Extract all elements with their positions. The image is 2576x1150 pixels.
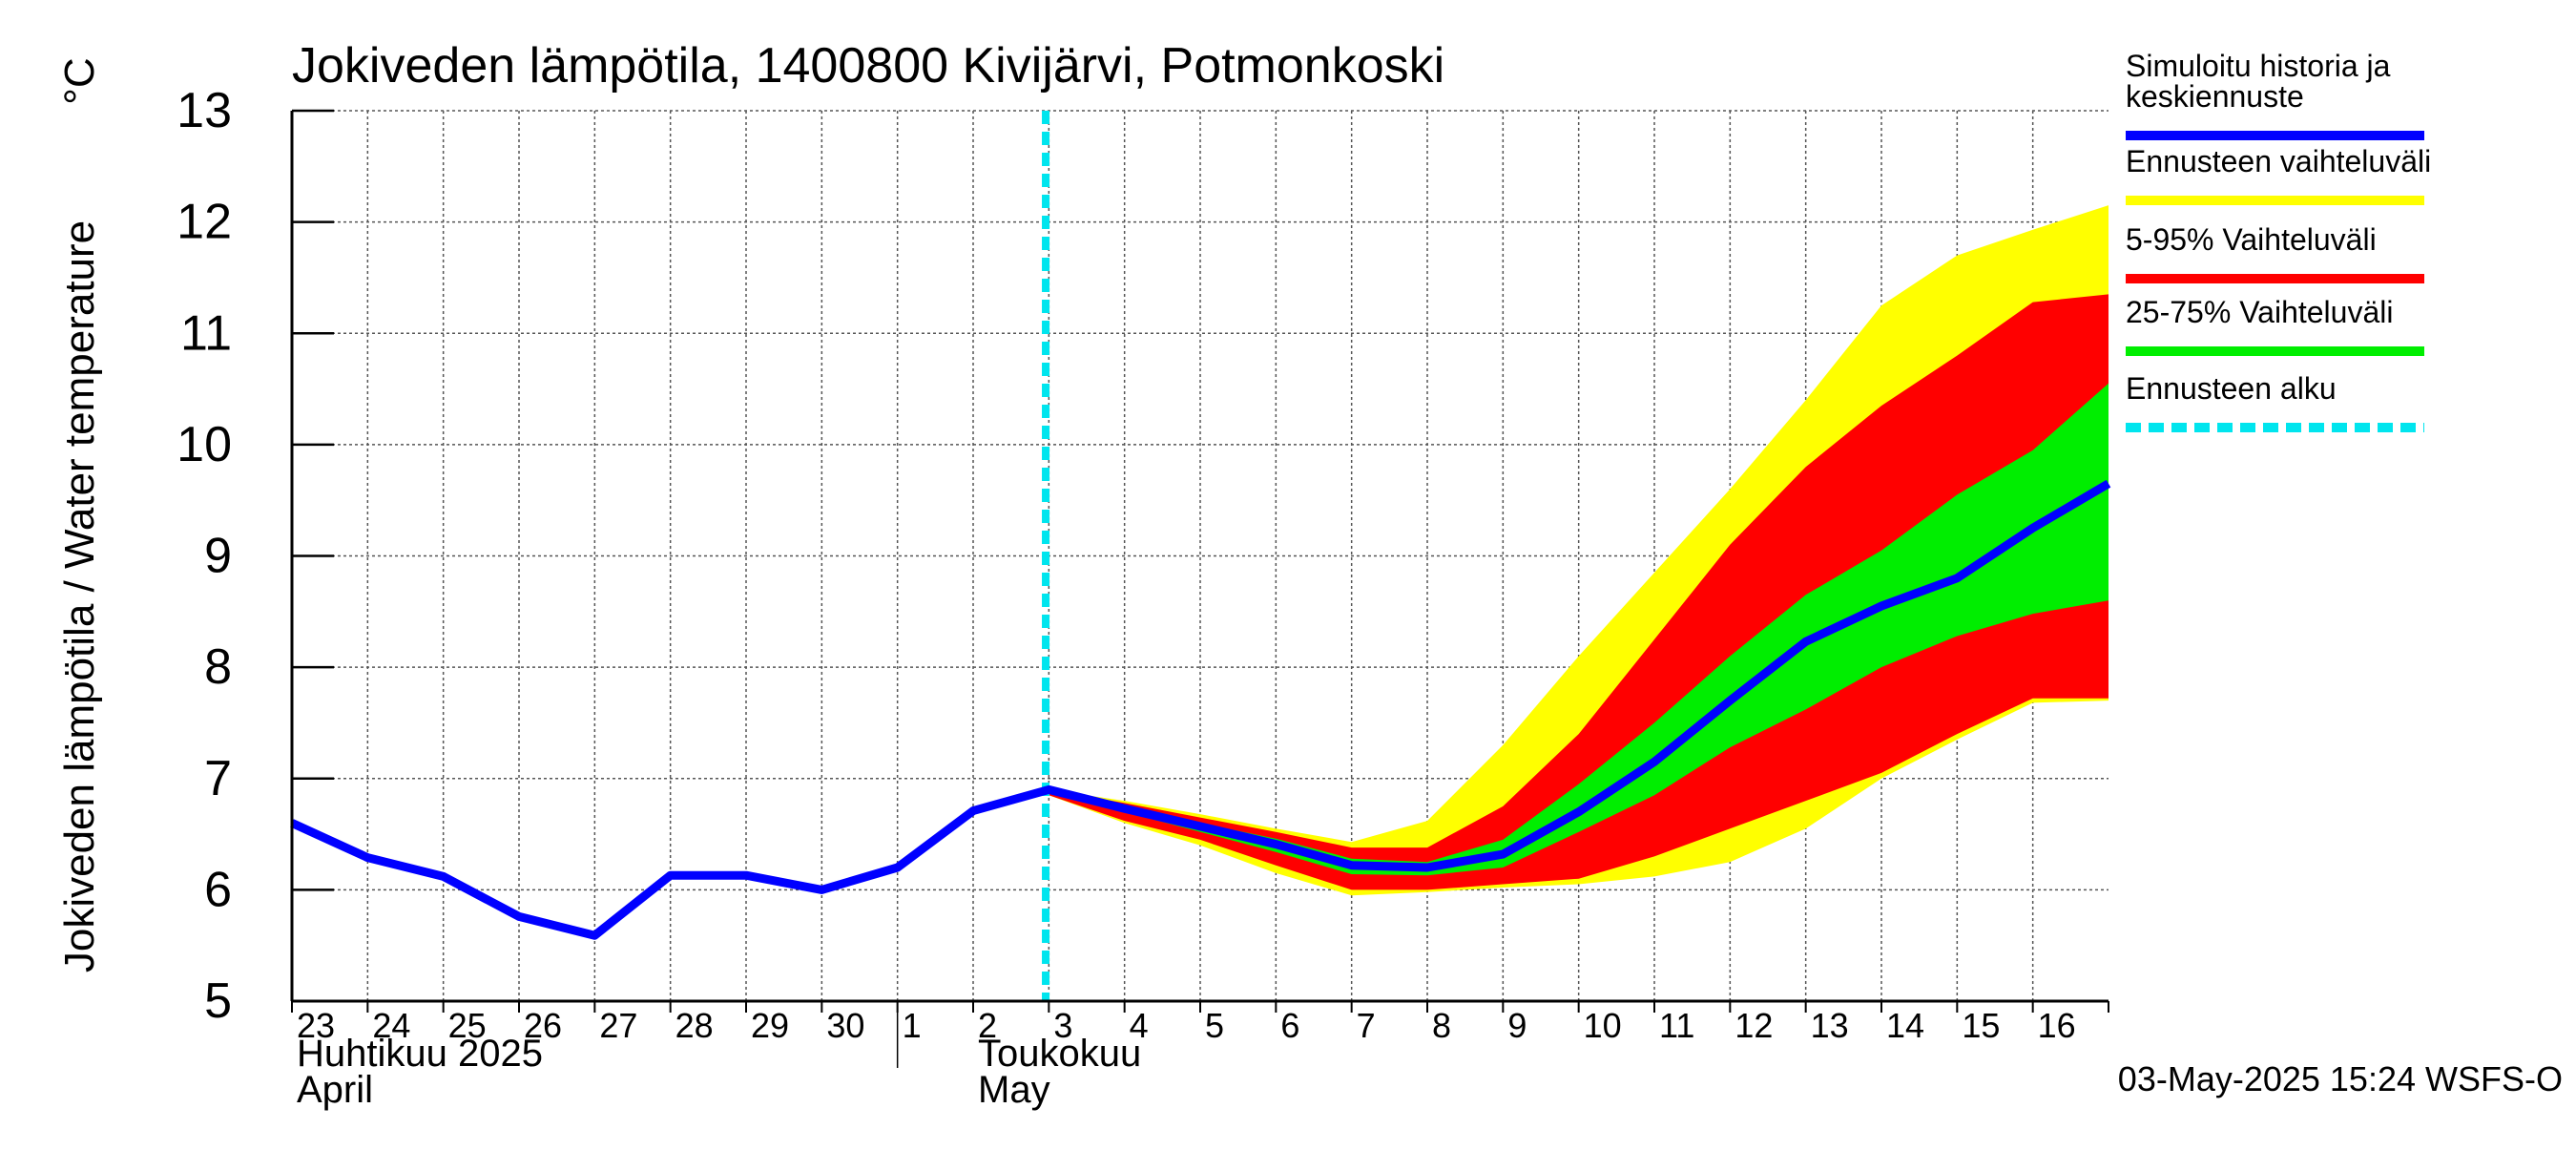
x-tick-label: 14: [1886, 1006, 1924, 1045]
month-label-en: April: [297, 1069, 373, 1111]
x-tick-label: 16: [2038, 1006, 2076, 1045]
legend-label: Simuloitu historia ja: [2126, 49, 2391, 83]
x-tick-label: 24: [372, 1006, 410, 1045]
x-tick-label: 29: [751, 1006, 789, 1045]
x-tick-label: 7: [1357, 1006, 1376, 1045]
legend-label: 5-95% Vaihteluväli: [2126, 222, 2377, 257]
y-tick-label: 7: [204, 751, 232, 806]
chart-title: Jokiveden lämpötila, 1400800 Kivijärvi, …: [292, 38, 1444, 94]
x-tick-label: 9: [1507, 1006, 1527, 1045]
legend-label: Ennusteen alku: [2126, 371, 2337, 406]
band-area: [1049, 383, 2109, 876]
x-tick-label: 25: [448, 1006, 487, 1045]
x-tick-label: 8: [1432, 1006, 1451, 1045]
y-tick-label: 8: [204, 639, 232, 695]
month-label: Toukokuu: [978, 1033, 1141, 1075]
x-tick-label: 23: [297, 1006, 335, 1045]
y-tick-label: 6: [204, 862, 232, 917]
x-tick-label: 13: [1811, 1006, 1849, 1045]
series-line-history: [290, 479, 2111, 940]
x-tick-label: 11: [1659, 1006, 1694, 1045]
y-axis-unit: °C: [56, 57, 103, 104]
y-tick-label: 9: [204, 529, 232, 584]
x-tick-label: 15: [1962, 1006, 2000, 1045]
y-tick-label: 11: [180, 305, 232, 361]
x-tick-label: 30: [826, 1006, 864, 1045]
y-tick-label: 10: [177, 417, 232, 472]
month-label-en: May: [978, 1069, 1050, 1111]
forecast-bands: [1049, 205, 2109, 896]
x-tick-label: 1: [903, 1006, 922, 1045]
band-area: [1049, 294, 2109, 890]
month-label: Huhtikuu 2025: [297, 1033, 543, 1075]
x-tick-label: 26: [524, 1006, 562, 1045]
y-axis-label: Jokiveden lämpötila / Water temperature: [56, 220, 103, 972]
x-tick-label: 28: [675, 1006, 714, 1045]
x-tick-label: 2: [978, 1006, 997, 1045]
legend-label: Ennusteen vaihteluväli: [2126, 144, 2431, 178]
x-tick-label: 5: [1205, 1006, 1224, 1045]
x-tick-label: 27: [599, 1006, 637, 1045]
footer-timestamp: 03-May-2025 15:24 WSFS-O: [2118, 1059, 2563, 1098]
y-tick-label: 13: [177, 83, 232, 138]
x-tick-label: 10: [1584, 1006, 1622, 1045]
y-tick-label: 5: [204, 973, 232, 1029]
legend-label: 25-75% Vaihteluväli: [2126, 295, 2393, 329]
x-tick-label: 12: [1735, 1006, 1773, 1045]
series-lines: [290, 111, 2111, 1001]
x-tick-label: 4: [1130, 1006, 1149, 1045]
x-tick-label: 3: [1053, 1006, 1072, 1045]
y-tick-label: 12: [177, 195, 232, 250]
legend-label: keskiennuste: [2126, 79, 2304, 114]
x-tick-label: 6: [1280, 1006, 1299, 1045]
